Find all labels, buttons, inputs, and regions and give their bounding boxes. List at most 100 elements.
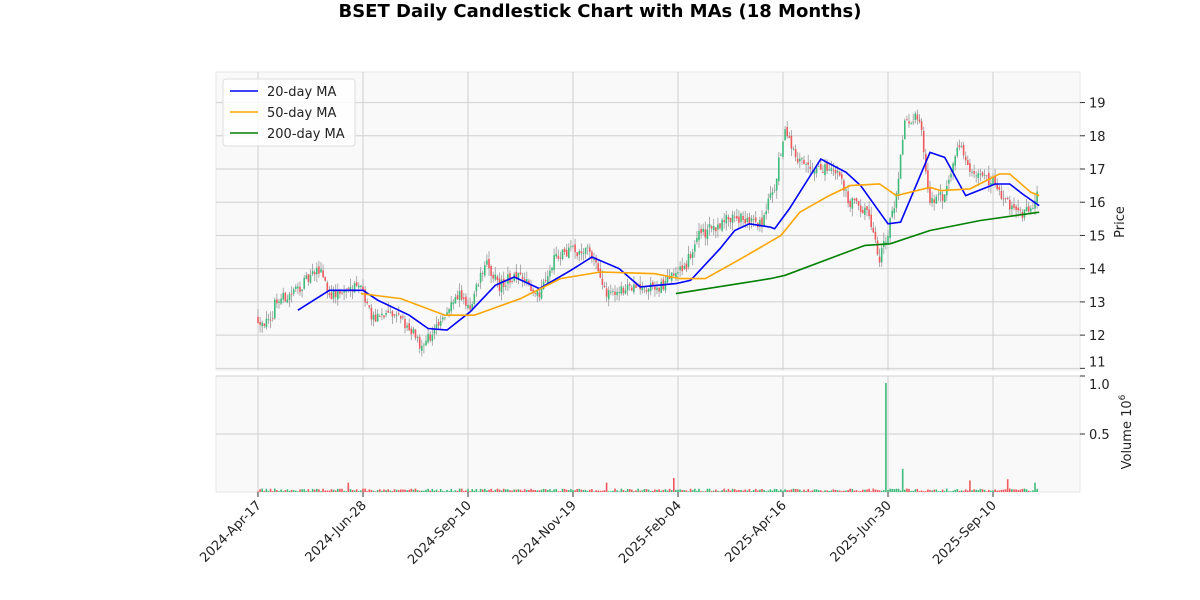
volume-bar [828,490,830,492]
volume-bar [332,489,335,492]
volume-bar [681,489,683,492]
volume-bar [389,490,392,492]
candle-body [326,282,329,293]
volume-bar [303,489,305,492]
candle-body [544,279,547,282]
volume-bar [763,489,765,492]
volume-bar [509,490,511,492]
candle-body [983,174,986,176]
volume-bar [437,491,440,492]
candle-body [964,156,967,161]
candle-body [914,113,917,120]
candle-body [754,217,757,222]
volume-bar [700,491,702,492]
volume-bar [429,490,431,492]
volume-bar [788,490,791,492]
candle-body [922,130,925,153]
candle-body [708,223,711,228]
volume-bar [712,490,715,492]
candle-body [477,284,480,286]
y-tick-label: 11 [1089,355,1106,370]
volume-bar [647,489,650,492]
candle-body [723,220,725,222]
volume-bar [616,490,618,492]
chart-title: BSET Daily Candlestick Chart with MAs (1… [338,1,862,22]
candle-body [486,260,488,265]
volume-bar [897,488,900,492]
volume-bar [486,490,488,492]
volume-bar [792,488,795,492]
volume-bar [376,490,379,492]
candle-body [376,313,379,322]
candle-body [391,311,394,317]
candle-body [706,229,709,239]
volume-bar [349,489,352,492]
volume-bar [605,482,608,492]
candle-body [750,218,753,222]
candle-body [994,175,996,185]
candle-body [444,317,446,319]
volume-bar [465,490,467,492]
candle-body [908,121,910,124]
candle-body [937,194,940,196]
volume-bar [601,490,604,492]
volume-bar [1000,489,1003,492]
legend-label: 50-day MA [267,106,336,121]
volume-bar [708,488,711,492]
volume-bar [887,489,889,492]
candle-body [404,319,406,329]
candle-body [958,145,961,148]
candle-body [301,289,303,292]
volume-bar [530,488,532,492]
volume-bar [979,488,982,492]
volume-bar [479,488,482,492]
candle-body [353,283,356,293]
volume-bar [925,491,927,492]
candle-body [446,312,448,316]
candle-body [855,198,858,202]
volume-bar [893,489,896,492]
volume-bar [421,490,423,492]
candle-body [442,317,444,320]
candle-body [416,336,419,338]
candle-body [355,282,358,286]
candle-body [265,318,268,328]
candle-body [824,164,826,176]
candle-body [956,147,959,157]
volume-bar [408,489,410,492]
volume-bar [274,488,276,492]
volume-bar [412,489,415,492]
candle-body [746,217,749,222]
candle-body [935,196,938,204]
volume-bar [880,490,883,492]
candle-body [948,179,950,184]
volume-bar [790,489,793,492]
candle-body [343,290,345,293]
volume-bar [534,489,536,492]
candle-body [656,287,658,291]
volume-bar [507,489,509,492]
volume-bar [416,490,419,492]
candle-body [536,291,539,296]
volume-bar [824,490,826,492]
candle-body [962,145,965,156]
volume-bar [901,468,904,492]
candle-body [475,284,478,292]
volume-bar [723,488,725,492]
candle-body [582,253,585,255]
y-tick-label: 17 [1089,163,1106,178]
volume-bar [874,489,877,492]
volume-bar [908,488,910,492]
volume-bar [278,491,280,492]
volume-bar [473,490,476,492]
volume-bar [620,488,623,492]
candle-body [595,257,597,263]
candle-body [400,316,402,319]
volume-bar [641,490,644,492]
candle-body [847,191,849,204]
candle-body [673,273,675,276]
volume-bar [288,490,291,492]
volume-bar [994,489,996,492]
volume-bar [431,488,434,492]
volume-bar [977,490,980,492]
